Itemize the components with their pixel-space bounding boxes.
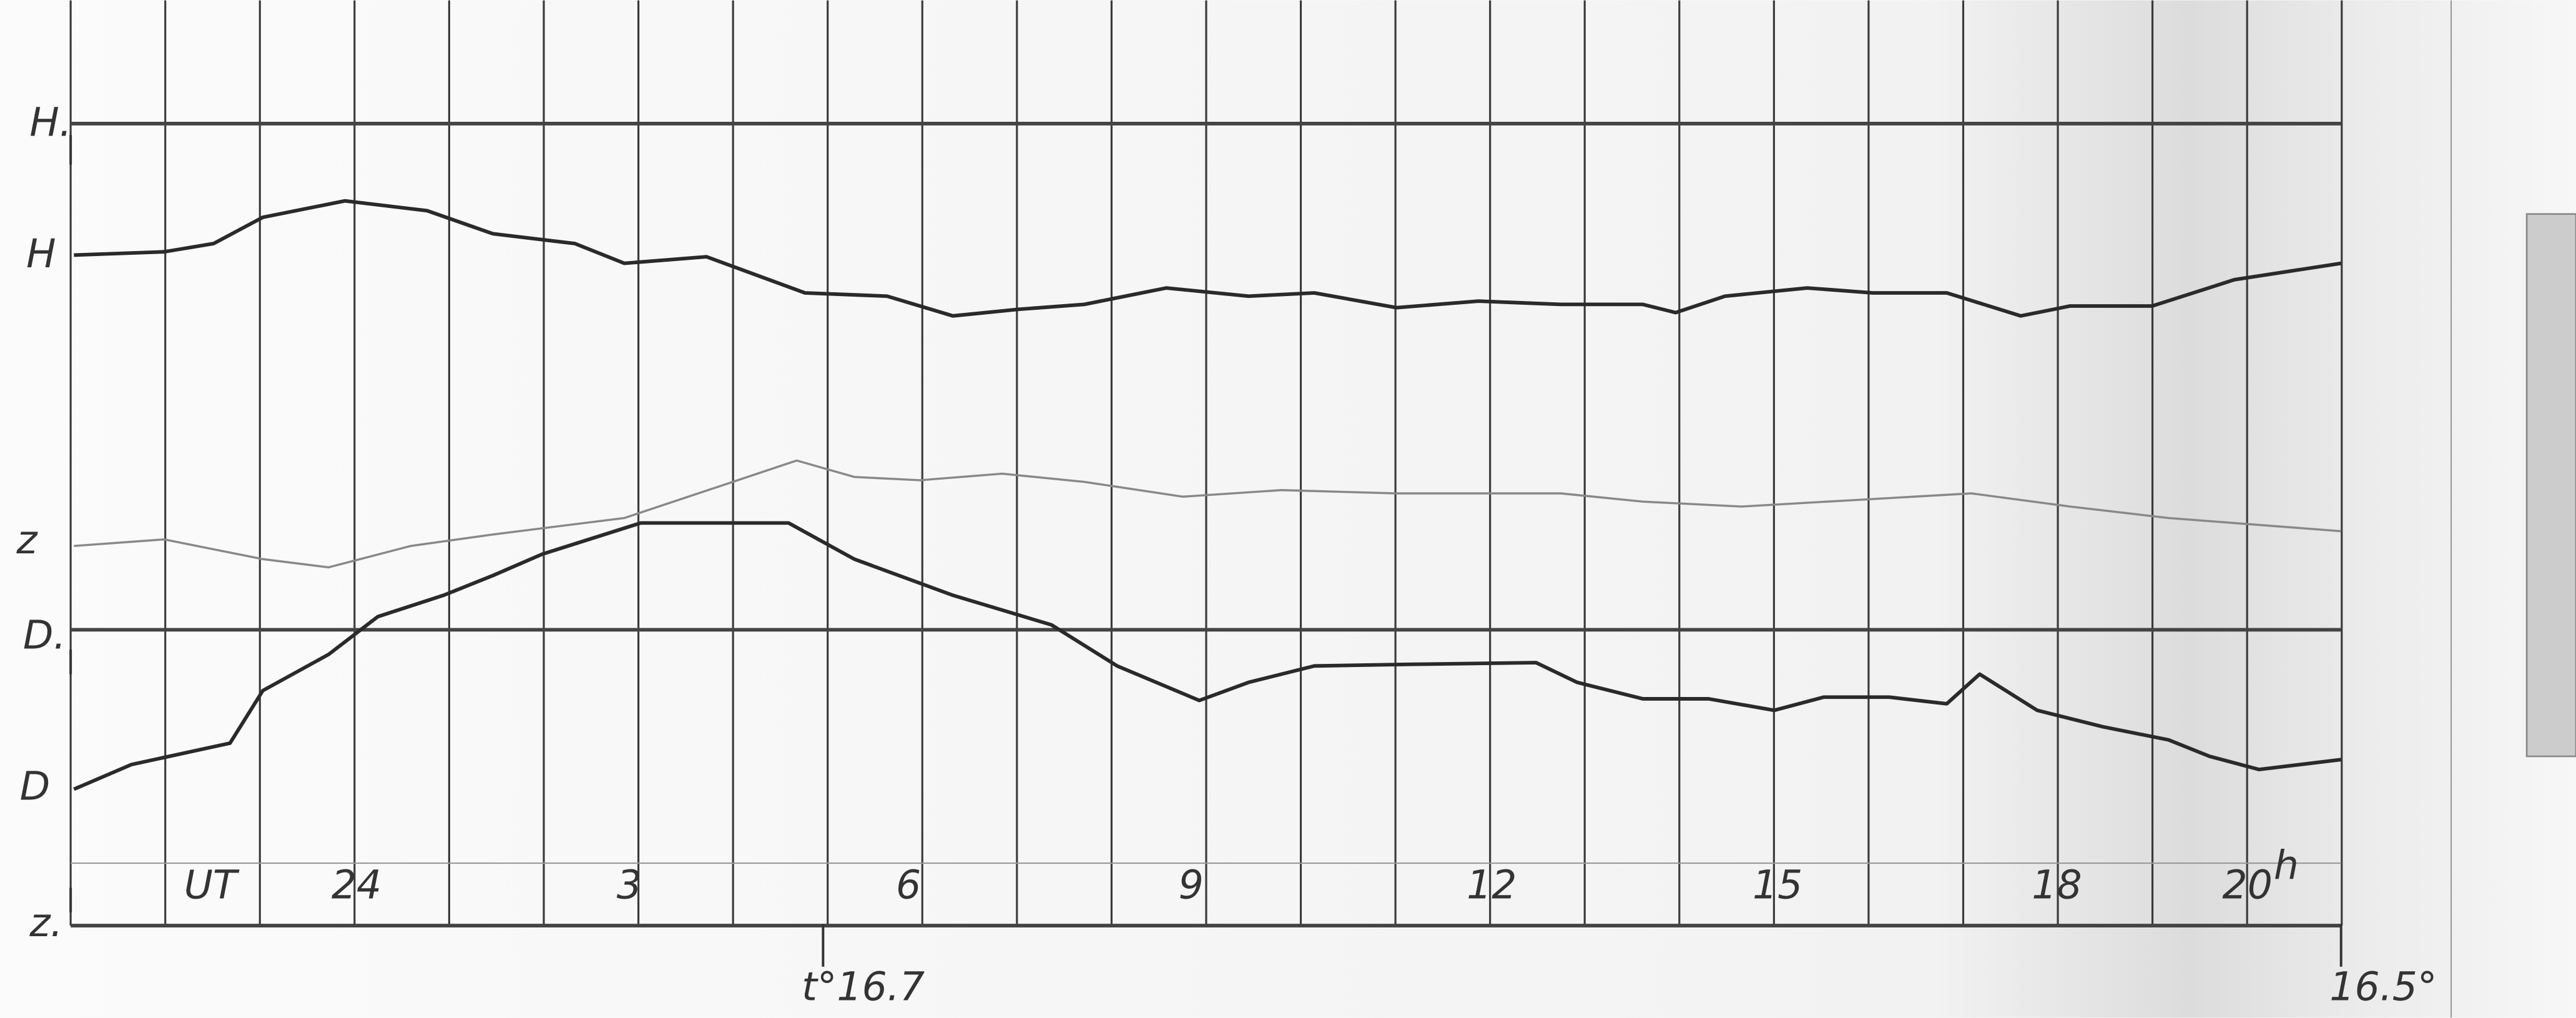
hour-label: 3 [617, 862, 642, 908]
z-baseline-label: z. [29, 899, 62, 946]
hour-label: 18 [2032, 862, 2082, 908]
h-trace [74, 199, 2342, 318]
z-label: z [16, 516, 38, 563]
time-grid [69, 0, 2343, 926]
scale-strip [2525, 213, 2576, 758]
temperature-label: t°16.7 [802, 964, 925, 1010]
hour-label: 24 [332, 862, 381, 908]
hour-label: 20 [2223, 862, 2273, 908]
hour-label: 15 [1753, 862, 1802, 908]
hour-label: 6 [896, 862, 921, 908]
hour-unit: h [2274, 842, 2299, 888]
d-trace [73, 521, 2342, 791]
d-baseline-label: D. [23, 612, 66, 658]
h-baseline-label: H. [29, 99, 72, 146]
reference-arrows [69, 135, 2342, 967]
hour-label: 12 [1467, 862, 1517, 908]
hour-label: 9 [1179, 862, 1204, 908]
temperature-label: 16.5° [2329, 964, 2437, 1010]
z-trace [74, 459, 2341, 569]
ut-label: UT [184, 862, 240, 908]
h-label: H [26, 230, 56, 277]
d-label: D [20, 763, 51, 809]
